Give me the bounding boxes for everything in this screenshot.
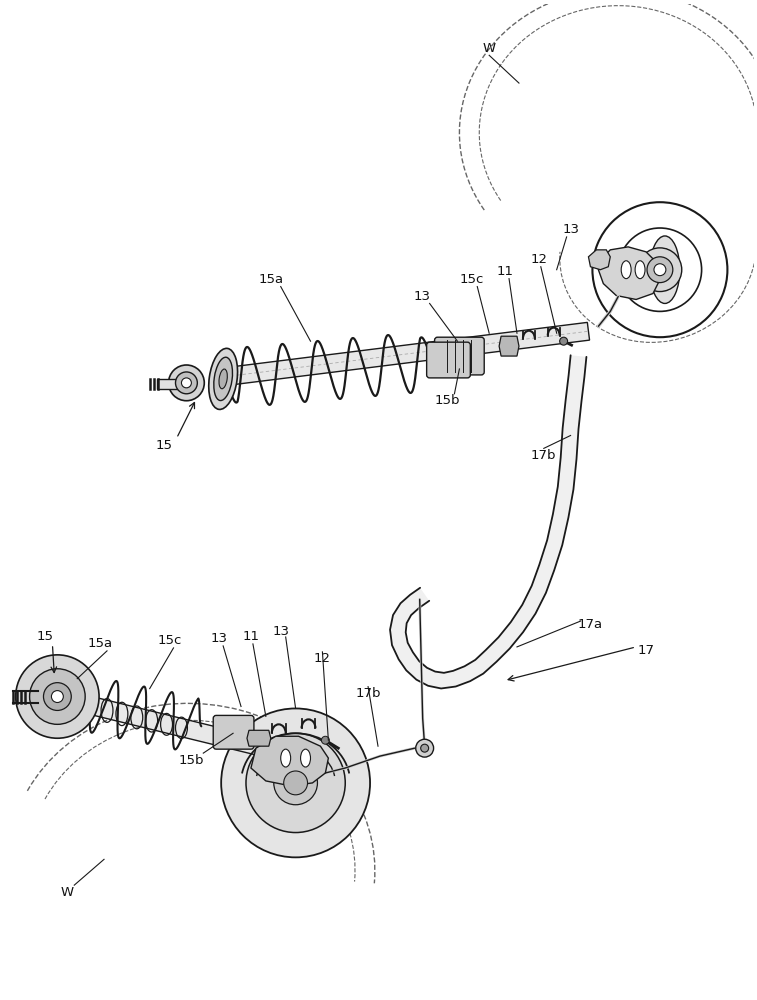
- Polygon shape: [157, 379, 183, 389]
- Circle shape: [221, 708, 370, 857]
- Text: 15: 15: [37, 630, 54, 643]
- Circle shape: [421, 744, 428, 752]
- Circle shape: [638, 248, 682, 292]
- Ellipse shape: [209, 348, 238, 409]
- Ellipse shape: [301, 749, 310, 767]
- Circle shape: [30, 669, 86, 724]
- Polygon shape: [52, 688, 268, 757]
- Text: 15a: 15a: [88, 637, 113, 650]
- Ellipse shape: [655, 249, 674, 291]
- Circle shape: [51, 691, 64, 703]
- FancyBboxPatch shape: [213, 715, 254, 749]
- Circle shape: [416, 739, 434, 757]
- Text: 11: 11: [497, 265, 513, 278]
- Circle shape: [16, 655, 99, 738]
- Text: 12: 12: [314, 652, 331, 665]
- Text: 15a: 15a: [258, 273, 283, 286]
- Text: 11: 11: [242, 630, 260, 643]
- Polygon shape: [499, 336, 519, 356]
- Polygon shape: [251, 736, 329, 786]
- Text: 15c: 15c: [157, 634, 182, 647]
- Polygon shape: [598, 247, 660, 299]
- Text: 15b: 15b: [435, 394, 460, 407]
- Circle shape: [43, 683, 71, 710]
- Ellipse shape: [621, 261, 631, 279]
- Circle shape: [274, 761, 317, 805]
- Text: 15: 15: [155, 439, 172, 452]
- Text: 17b: 17b: [531, 449, 556, 462]
- Circle shape: [169, 365, 204, 401]
- Ellipse shape: [281, 749, 291, 767]
- Circle shape: [654, 264, 666, 276]
- Ellipse shape: [213, 357, 232, 401]
- Text: 15b: 15b: [179, 754, 204, 767]
- Text: 13: 13: [273, 625, 289, 638]
- FancyBboxPatch shape: [435, 337, 484, 375]
- Polygon shape: [588, 250, 610, 270]
- Text: 13: 13: [562, 223, 579, 236]
- Text: 12: 12: [531, 253, 547, 266]
- Text: 15c: 15c: [459, 273, 484, 286]
- Ellipse shape: [650, 236, 680, 303]
- Circle shape: [322, 736, 329, 744]
- Circle shape: [176, 372, 198, 394]
- Text: 13: 13: [413, 290, 430, 303]
- Text: 13: 13: [210, 632, 228, 645]
- Circle shape: [559, 337, 568, 345]
- FancyBboxPatch shape: [427, 342, 470, 378]
- Text: 17: 17: [637, 644, 655, 657]
- Text: W: W: [61, 886, 74, 899]
- Polygon shape: [247, 730, 271, 746]
- Ellipse shape: [219, 369, 227, 389]
- Polygon shape: [230, 322, 590, 385]
- Circle shape: [647, 257, 673, 283]
- Text: 17b: 17b: [355, 687, 381, 700]
- Polygon shape: [390, 355, 587, 688]
- Text: 17a: 17a: [578, 618, 603, 631]
- Circle shape: [182, 378, 192, 388]
- Ellipse shape: [635, 261, 645, 279]
- Text: W: W: [483, 42, 496, 55]
- Circle shape: [246, 733, 345, 833]
- Circle shape: [284, 771, 307, 795]
